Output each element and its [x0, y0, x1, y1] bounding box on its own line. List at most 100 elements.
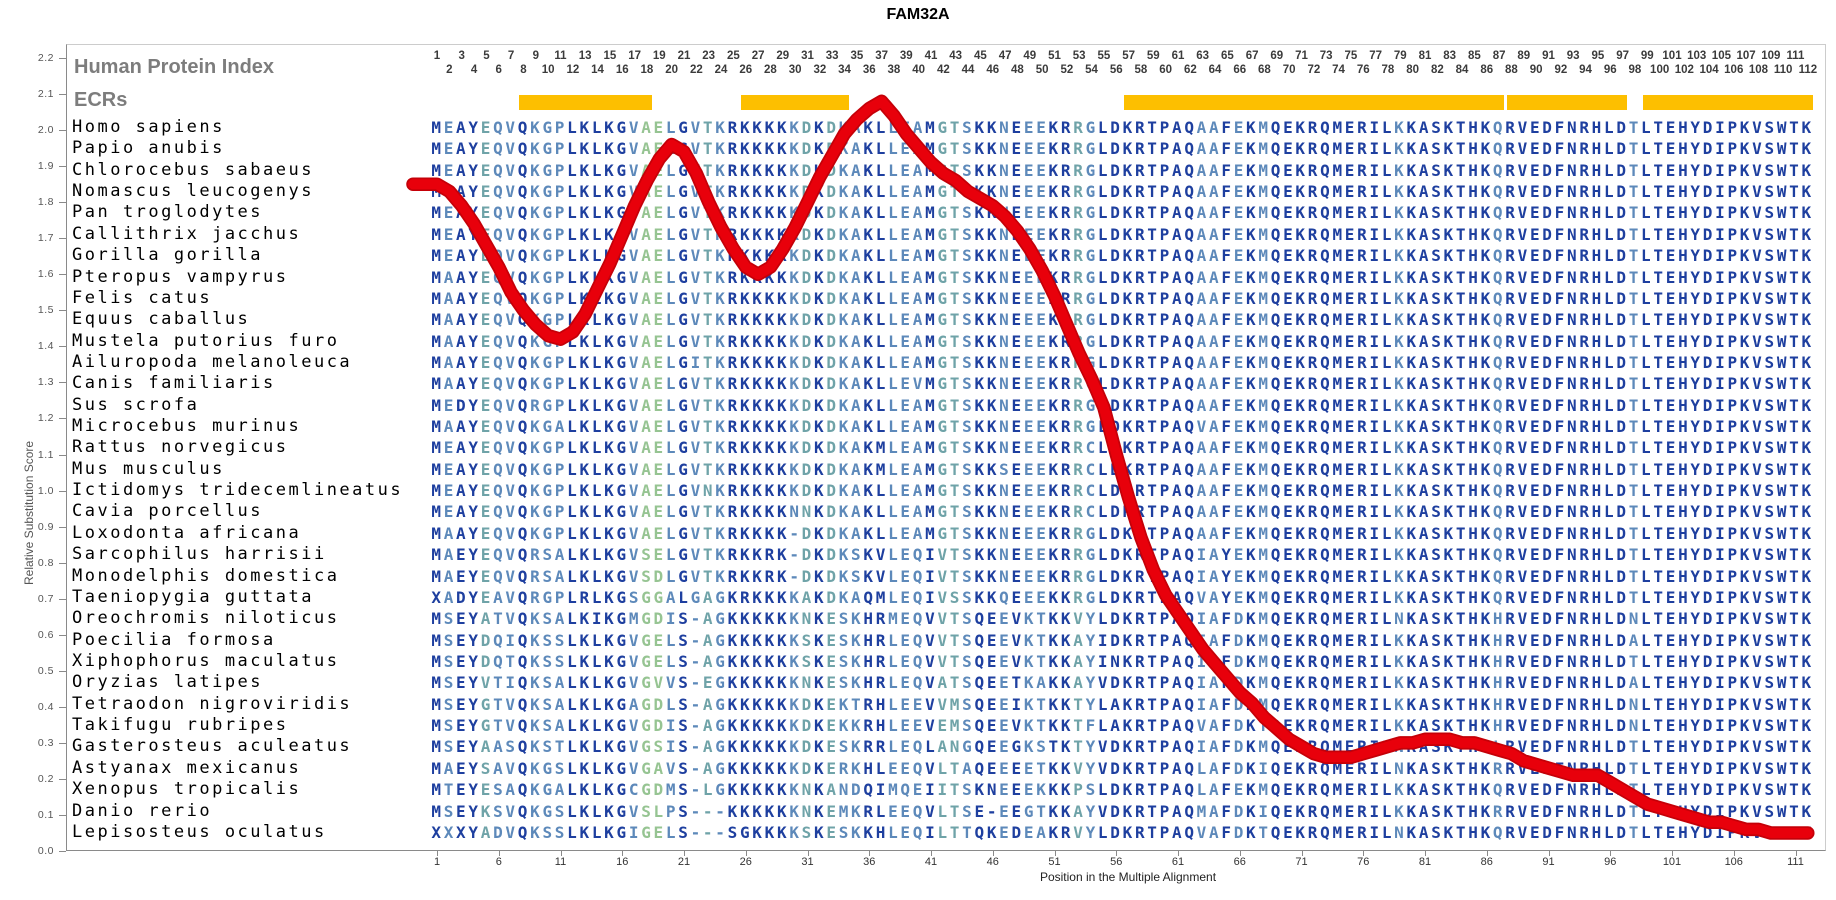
residue: Q: [517, 780, 528, 800]
residue: E: [1011, 587, 1022, 607]
residue: T: [702, 459, 713, 479]
residue: M: [1332, 267, 1343, 287]
residue: L: [1641, 822, 1651, 842]
residue: S: [1431, 481, 1441, 501]
residue: E: [1283, 822, 1293, 842]
residue: K: [764, 417, 775, 437]
residue: M: [431, 182, 441, 202]
residue: Q: [1270, 395, 1281, 415]
residue: L: [591, 502, 602, 522]
residue: H: [1678, 160, 1688, 180]
residue: E: [826, 630, 836, 650]
species-label: Loxodonta africana: [72, 522, 302, 543]
residue: K: [579, 395, 590, 415]
residue: E: [1233, 459, 1244, 479]
residue: K: [789, 395, 799, 415]
residue: D: [801, 246, 812, 266]
residue: Y: [468, 587, 479, 607]
residue: K: [1246, 694, 1256, 714]
residue: R: [1134, 374, 1145, 394]
residue: R: [1060, 288, 1071, 308]
residue: M: [1332, 780, 1343, 800]
residue: K: [604, 160, 614, 180]
residue: E: [912, 780, 923, 800]
residue: L: [591, 374, 602, 394]
residue: P: [554, 246, 565, 266]
residue: R: [1505, 545, 1515, 565]
residue: K: [715, 182, 725, 202]
residue: K: [1048, 566, 1059, 586]
residue: K: [1295, 801, 1306, 821]
residue: L: [1604, 737, 1614, 757]
residue: K: [1023, 673, 1034, 693]
residue: G: [678, 139, 688, 159]
residue: H: [1678, 182, 1688, 202]
residue: E: [1011, 139, 1022, 159]
residue: T: [1653, 395, 1664, 415]
residue: R: [1307, 716, 1318, 736]
residue: R: [727, 331, 738, 351]
residue: E: [653, 523, 664, 543]
residue: L: [591, 780, 602, 800]
residue: E: [653, 502, 664, 522]
residue: R: [727, 203, 738, 223]
residue: L: [1381, 438, 1392, 458]
residue: K: [1048, 417, 1059, 437]
residue: D: [801, 459, 812, 479]
residue: S: [1431, 118, 1441, 137]
residue: K: [1480, 609, 1491, 629]
residue: G: [542, 246, 553, 266]
residue: E: [1344, 374, 1355, 394]
residue: S: [1431, 545, 1441, 565]
residue: M: [925, 267, 935, 287]
residue: Q: [1270, 502, 1281, 522]
residue: L: [665, 160, 676, 180]
residue: E: [900, 758, 911, 778]
residue: D: [1702, 352, 1713, 372]
residue: K: [838, 395, 849, 415]
residue: E: [1344, 609, 1355, 629]
residue: A: [1209, 203, 1219, 223]
residue: G: [937, 481, 948, 501]
residue: M: [1258, 523, 1269, 543]
residue: M: [925, 395, 935, 415]
residue: V: [1517, 758, 1528, 778]
residue: A: [1209, 587, 1219, 607]
residue: I: [1715, 182, 1725, 202]
residue: L: [1097, 780, 1108, 800]
residue: A: [641, 267, 651, 287]
residue: K: [1122, 737, 1133, 757]
residue: S: [962, 502, 972, 522]
residue: A: [1196, 160, 1207, 180]
residue: R: [1357, 459, 1367, 479]
residue: K: [1480, 310, 1491, 330]
residue: Y: [1221, 566, 1231, 586]
residue: A: [1196, 438, 1207, 458]
residue: E: [1233, 374, 1244, 394]
residue: E: [1036, 481, 1046, 501]
residue: N: [1394, 758, 1404, 778]
residue: V: [1752, 267, 1762, 287]
y-tick-label: 0.9: [37, 520, 54, 533]
residue: K: [579, 694, 590, 714]
residue: E: [1011, 352, 1022, 372]
residue: R: [530, 545, 540, 565]
residue: I: [1369, 566, 1380, 586]
residue: -: [690, 822, 701, 842]
residue: K: [1801, 716, 1812, 736]
residue: K: [530, 438, 540, 458]
residue: K: [814, 352, 824, 372]
residue: H: [875, 716, 886, 736]
residue: L: [1604, 630, 1614, 650]
residue: E: [1011, 160, 1022, 180]
residue: E: [1233, 566, 1244, 586]
residue: E: [1036, 374, 1046, 394]
residue: Y: [468, 737, 479, 757]
residue: Q: [493, 352, 503, 372]
residue: A: [641, 224, 651, 244]
residue: T: [949, 566, 960, 586]
residue: K: [974, 331, 985, 351]
residue: L: [1381, 694, 1392, 714]
